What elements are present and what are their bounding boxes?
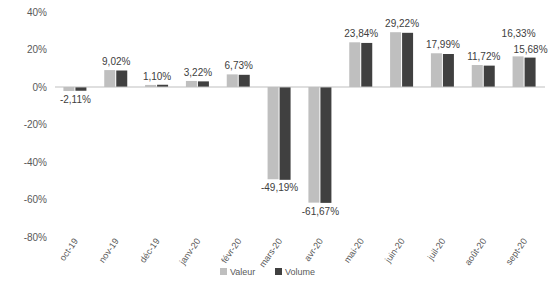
bar — [116, 71, 127, 88]
x-tick-label: déc-19 — [138, 236, 162, 264]
data-label: -49,19% — [261, 182, 298, 193]
x-tick-label: août-20 — [463, 236, 489, 267]
data-label: 11,72% — [467, 51, 500, 62]
legend-label: Volume — [285, 267, 315, 277]
y-tick-label: -20% — [24, 119, 47, 130]
legend-label: Valeur — [230, 267, 255, 277]
bars — [63, 32, 535, 203]
bar — [280, 87, 291, 180]
data-label: 1,10% — [143, 71, 171, 82]
bar — [443, 54, 454, 87]
zero-line — [55, 87, 545, 88]
data-label: 3,22% — [184, 67, 212, 78]
bar — [198, 81, 209, 87]
x-tick-label: févr-20 — [219, 236, 243, 265]
data-label: 17,99% — [426, 39, 460, 50]
x-tick-label: juil-20 — [425, 236, 448, 262]
legend-swatch — [220, 268, 227, 275]
bar — [268, 87, 279, 179]
data-label: 23,84% — [344, 28, 378, 39]
data-label: 16,33% — [502, 28, 536, 39]
y-tick-label: 40% — [27, 7, 47, 18]
bar — [308, 87, 319, 203]
x-tick-label: janv-20 — [177, 236, 203, 267]
data-label: 6,73% — [225, 60, 253, 71]
data-label: 29,22% — [385, 18, 419, 29]
bar — [227, 74, 238, 87]
bar — [239, 75, 250, 87]
data-label: 15,68% — [514, 44, 548, 55]
bar — [513, 56, 524, 87]
data-label: -2,11% — [60, 94, 91, 105]
x-tick-label: mai-20 — [342, 236, 366, 264]
y-tick-label: -80% — [24, 232, 47, 243]
bar — [186, 81, 197, 87]
bar — [75, 87, 86, 91]
bar — [320, 87, 331, 203]
legend: Valeur Volume — [220, 267, 315, 277]
bar — [390, 32, 401, 87]
y-tick-label: -60% — [24, 194, 47, 205]
legend-swatch — [275, 268, 282, 275]
bar — [361, 43, 372, 87]
bar — [402, 33, 413, 87]
x-tick-label: oct-19 — [58, 236, 81, 262]
bar — [431, 53, 442, 87]
y-tick-label: -40% — [24, 157, 47, 168]
bar — [484, 66, 495, 87]
bar — [472, 65, 483, 87]
y-tick-label: 0% — [33, 82, 48, 93]
bar — [63, 87, 74, 91]
bar — [525, 58, 536, 87]
data-label: 9,02% — [102, 56, 130, 67]
x-tick-label: avr-20 — [302, 236, 325, 263]
x-tick-label: juin-20 — [382, 236, 406, 265]
bar — [104, 70, 115, 87]
x-tick-label: sept-20 — [504, 236, 529, 266]
y-tick-label: 20% — [27, 44, 47, 55]
x-tick-label: mars-20 — [257, 236, 284, 269]
chart: 40% 20% 0% -20% -40% -60% -80% -2,11% 9,02% 1,10%… — [0, 0, 550, 286]
bar — [349, 42, 360, 87]
x-tick-label: nov-19 — [97, 236, 121, 264]
data-label: -61,67% — [302, 206, 339, 217]
